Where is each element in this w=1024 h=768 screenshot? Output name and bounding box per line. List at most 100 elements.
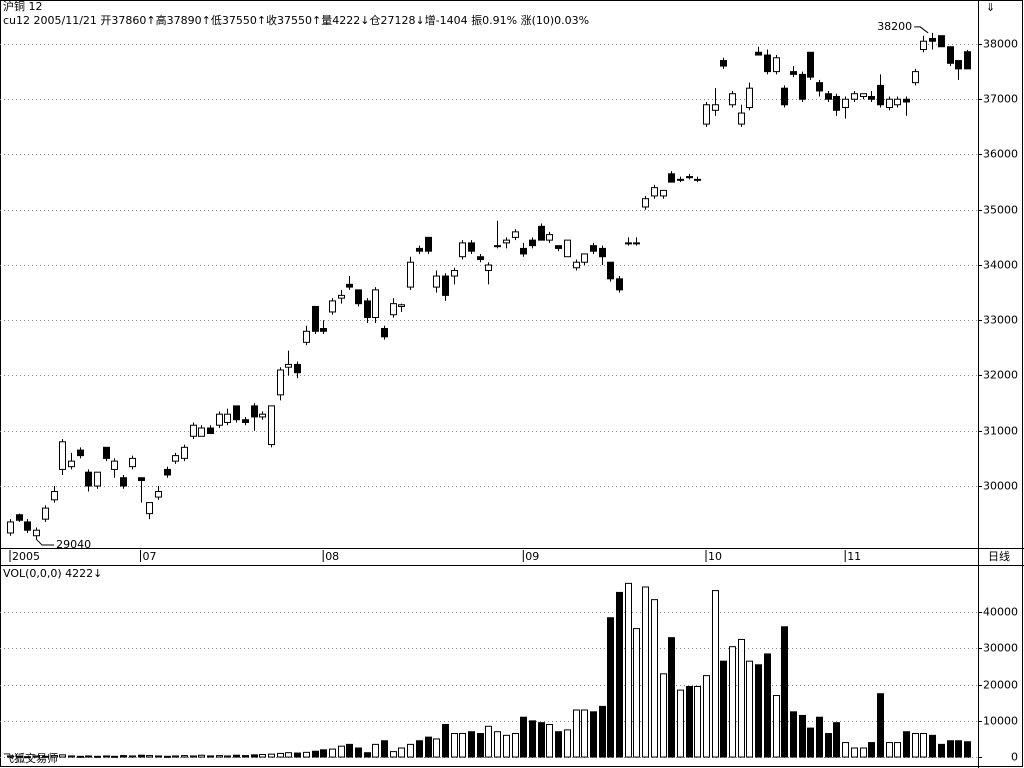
volume-bar (398, 747, 405, 758)
volume-bar (442, 723, 449, 758)
volume-bar (320, 749, 327, 758)
candle-body (338, 294, 345, 299)
y-tick-label: 35000 (983, 204, 1018, 217)
icon[interactable]: ⇓ (986, 1, 995, 14)
candle-body (529, 239, 536, 247)
volume-bar (686, 685, 693, 758)
volume-bar (833, 722, 840, 758)
candle-body (233, 405, 240, 421)
candle-body (773, 57, 780, 73)
candle-body (590, 245, 597, 252)
volume-bar (781, 626, 788, 758)
volume-bar (285, 752, 292, 758)
volume-bar (407, 743, 414, 758)
candle-body (138, 477, 145, 481)
candle-body (355, 289, 362, 305)
candle-body (442, 275, 449, 296)
volume-bar (111, 755, 118, 758)
candle-body (320, 328, 327, 332)
volume-bar (224, 755, 231, 758)
candle-body (390, 303, 397, 316)
candle-body (764, 54, 771, 73)
high-pointer (914, 26, 929, 34)
candle-body (512, 231, 519, 238)
volume-bar (329, 748, 336, 758)
volume-bar (425, 736, 432, 758)
candle-body (703, 104, 710, 125)
volume-bar (894, 742, 901, 758)
volume-bar (372, 743, 379, 758)
x-tick-label: 2005 (12, 550, 40, 563)
candle-body (485, 264, 492, 272)
volume-bar (103, 755, 110, 758)
candle-body (207, 427, 214, 435)
volume-bar (59, 754, 66, 758)
x-tick-label: 08 (325, 550, 339, 563)
y-tick-label: 10000 (983, 715, 1018, 728)
quote-line: cu12 2005/11/21 开37860↑高37890↑低37550↑收37… (3, 13, 589, 27)
volume-bar (773, 695, 780, 758)
candle-body (920, 40, 927, 51)
candle-body (433, 275, 440, 288)
y-tick-label: 36000 (983, 148, 1018, 161)
candle-body (546, 234, 553, 241)
volume-bar (720, 660, 727, 758)
candle-body (825, 93, 832, 100)
volume-bar (216, 755, 223, 758)
candle-body (494, 245, 501, 248)
candle-body (520, 247, 527, 255)
candle-body (303, 330, 310, 343)
candle-body (268, 405, 275, 446)
candle-body (860, 93, 867, 97)
candle-body (425, 236, 432, 252)
volume-bar (364, 752, 371, 758)
volume-bar (633, 628, 640, 758)
candle-body (42, 507, 49, 520)
y-tick-label: 31000 (983, 425, 1018, 438)
volume-bar (251, 754, 258, 758)
candle-body (285, 363, 292, 368)
volume-bar (85, 755, 92, 758)
candle-body (729, 93, 736, 106)
candle-body (242, 419, 249, 423)
volume-bar (7, 755, 14, 758)
candle-body (164, 468, 171, 476)
candle-body (381, 328, 388, 338)
volume-bar (33, 755, 40, 758)
candle-body (477, 256, 484, 260)
candle-body (329, 300, 336, 313)
volume-bar (738, 638, 745, 758)
volume-bar (259, 754, 266, 758)
volume-bar (416, 740, 423, 758)
volume-bar (468, 731, 475, 758)
volume-bar (729, 646, 736, 758)
volume-bar (860, 747, 867, 758)
volume-bar (947, 740, 954, 758)
volume-bar (268, 753, 275, 758)
volume-bar (120, 755, 127, 758)
volume-bar (555, 731, 562, 758)
volume-bar (816, 716, 823, 758)
candle-body (7, 521, 14, 534)
volume-bar (138, 754, 145, 758)
x-tick-label: 09 (525, 550, 539, 563)
volume-bar (964, 741, 971, 758)
candle-body (660, 189, 667, 197)
candle-body (599, 247, 606, 258)
y-tick-label: 33000 (983, 314, 1018, 327)
volume-bar (938, 743, 945, 758)
volume-bar (390, 751, 397, 758)
candle-body (111, 460, 118, 470)
volume-bar (512, 733, 519, 758)
candle-body (451, 270, 458, 277)
candle-body (155, 491, 162, 498)
volume-bar (929, 734, 936, 758)
volume-bar (155, 755, 162, 758)
volume-bar (94, 755, 101, 758)
candle-body (938, 35, 945, 48)
volume-bar (581, 709, 588, 758)
volume-bar (955, 740, 962, 758)
y-tick-label: 30000 (983, 480, 1018, 493)
y-tick-label: 37000 (983, 93, 1018, 106)
